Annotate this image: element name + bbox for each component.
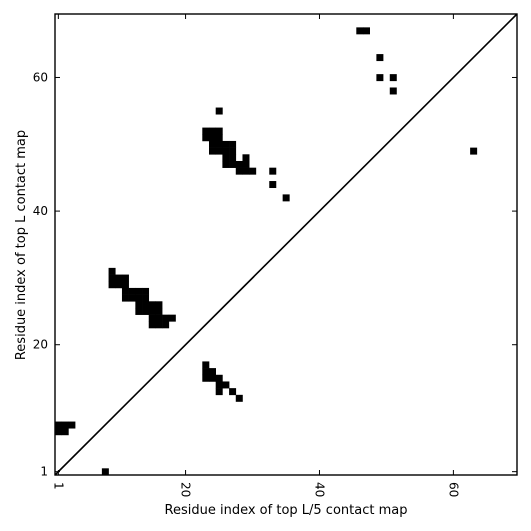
contact-cell-upper	[222, 147, 230, 155]
contact-cell-upper	[222, 154, 230, 162]
y-tick-label: 20	[33, 338, 48, 352]
contact-cell-upper	[142, 301, 150, 309]
y-tick-label: 40	[33, 204, 48, 218]
contact-cell-upper	[128, 294, 136, 302]
contact-cell-upper	[215, 147, 223, 155]
contact-cell-upper	[269, 167, 277, 175]
contact-cells	[55, 27, 478, 476]
contact-cell-upper	[115, 281, 123, 289]
contact-cell-upper	[108, 274, 116, 282]
contact-cell-upper	[142, 294, 150, 302]
contact-cell-lower	[55, 421, 62, 429]
contact-cell-upper	[389, 87, 397, 95]
contact-cell-upper	[108, 267, 116, 275]
contact-cell-upper	[242, 154, 250, 162]
contact-cell-upper	[135, 307, 143, 315]
contact-cell-upper	[148, 321, 156, 329]
contact-cell-upper	[376, 54, 384, 62]
contact-cell-upper	[115, 274, 123, 282]
contact-cell-lower	[68, 421, 76, 429]
contact-cell-upper	[155, 314, 163, 322]
contact-cell-lower	[202, 374, 210, 382]
x-tick-label: 60	[446, 482, 460, 497]
contact-cell-upper	[356, 27, 364, 35]
contact-cell-upper	[215, 140, 223, 148]
contact-cell-upper	[222, 140, 230, 148]
contact-cell-upper	[155, 307, 163, 315]
y-tick-label: 1	[40, 465, 48, 479]
contact-cell-upper	[162, 314, 170, 322]
contact-cell-upper	[209, 134, 216, 142]
x-tick-label: 40	[312, 482, 326, 497]
contact-cell-upper	[229, 160, 237, 168]
contact-cell-lower	[235, 394, 243, 402]
contact-cell-upper	[282, 194, 290, 202]
contact-cell-upper	[235, 167, 243, 175]
contact-cell-lower	[229, 388, 237, 396]
contact-cell-upper	[121, 287, 129, 295]
contact-cell-upper	[135, 301, 143, 309]
contact-cell-lower	[215, 381, 223, 389]
contact-cell-upper	[209, 147, 216, 155]
contact-cell-upper	[108, 281, 116, 289]
diagonal-line	[54, 13, 518, 476]
contact-cell-upper	[148, 301, 156, 309]
contact-cell-upper	[376, 74, 384, 82]
contact-cell-upper	[135, 294, 143, 302]
contact-cell-upper	[148, 307, 156, 315]
contact-cell-upper	[229, 154, 237, 162]
y-axis-label: Residue index of top L contact map	[14, 130, 29, 360]
contact-cell-upper	[135, 287, 143, 295]
contact-cell-upper	[121, 274, 129, 282]
contact-cell-upper	[142, 307, 150, 315]
contact-cell-upper	[121, 281, 129, 289]
contact-cell-lower	[55, 428, 62, 436]
x-axis-label: Residue index of top L/5 contact map	[165, 503, 408, 518]
y-tick-label: 60	[33, 70, 48, 84]
contact-cell-upper	[148, 314, 156, 322]
contact-cell-lower	[215, 388, 223, 396]
contact-cell-lower	[209, 368, 216, 376]
contact-cell-lower	[101, 468, 109, 476]
contact-cell-upper	[215, 134, 223, 142]
contact-cell-upper	[242, 160, 250, 168]
x-tick-label: 1	[51, 482, 65, 490]
contact-cell-upper	[222, 160, 230, 168]
axis-ticks: 1 20 40 60 1 20 40 60	[33, 14, 517, 497]
contact-cell-upper	[168, 314, 176, 322]
contact-cell-lower	[61, 421, 69, 429]
contact-cell-lower	[222, 381, 230, 389]
contact-cell-upper	[229, 147, 237, 155]
contact-cell-lower	[202, 368, 210, 376]
contact-cell-upper	[128, 287, 136, 295]
plot-frame	[54, 13, 518, 476]
contact-cell-upper	[389, 74, 397, 82]
contact-cell-lower	[209, 374, 216, 382]
contact-cell-upper	[209, 127, 216, 135]
contact-cell-upper	[202, 134, 210, 142]
contact-cell-upper	[363, 27, 370, 35]
contact-cell-upper	[235, 160, 243, 168]
contact-cell-upper	[215, 107, 223, 115]
contact-cell-upper	[142, 287, 150, 295]
contact-cell-upper	[162, 321, 170, 329]
contact-cell-lower	[61, 428, 69, 436]
contact-cell-upper	[229, 140, 237, 148]
contact-cell-lower	[215, 374, 223, 382]
contact-cell-upper	[155, 301, 163, 309]
contact-cell-upper	[249, 167, 257, 175]
contact-cell-upper	[470, 147, 478, 155]
contact-cell-upper	[269, 181, 277, 189]
contact-cell-upper	[209, 140, 216, 148]
contact-cell-upper	[242, 167, 250, 175]
contact-cell-upper	[121, 294, 129, 302]
contact-cell-upper	[155, 321, 163, 329]
contact-cell-upper	[215, 127, 223, 135]
contact-cell-upper	[202, 127, 210, 135]
x-tick-label: 20	[179, 482, 193, 497]
contact-cell-lower	[202, 361, 210, 369]
